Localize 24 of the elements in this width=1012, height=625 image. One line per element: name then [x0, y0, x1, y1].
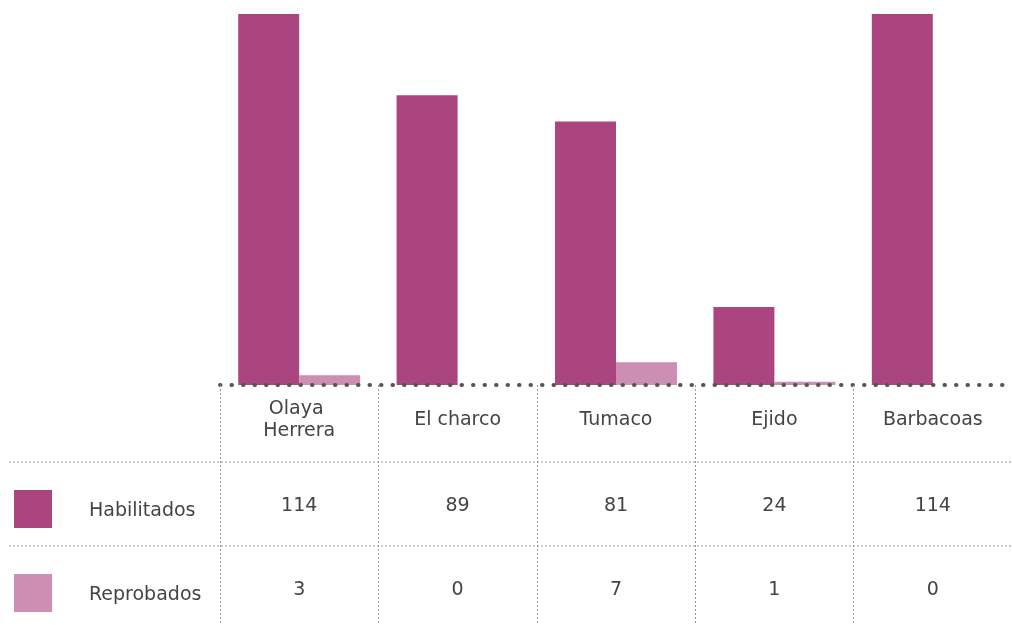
bar — [616, 362, 677, 385]
bar — [871, 14, 933, 385]
data-label: 0 — [451, 577, 464, 599]
x-tick-label: Barbacoas — [882, 407, 983, 429]
data-label: 114 — [281, 493, 318, 515]
data-label: 81 — [603, 493, 629, 515]
x-tick-label: El charco — [414, 407, 502, 429]
data-label: 114 — [914, 493, 951, 515]
bar — [555, 121, 616, 385]
data-label: 7 — [609, 577, 623, 599]
bar — [713, 306, 775, 385]
data-label: 0 — [926, 577, 939, 599]
bar — [238, 14, 300, 385]
x-tick-label: Olaya Herrera — [263, 396, 336, 440]
data-label: 3 — [293, 577, 306, 599]
data-label: 1 — [768, 577, 781, 599]
data-label: 24 — [762, 493, 787, 515]
x-tick-label: Tumaco — [578, 407, 653, 429]
bar — [396, 95, 458, 385]
x-tick-label: Ejido — [751, 407, 798, 429]
legend-label: Reprobados — [89, 582, 202, 604]
data-label: 89 — [445, 493, 470, 515]
legend-label: Habilitados — [89, 498, 196, 520]
bar — [299, 375, 361, 385]
